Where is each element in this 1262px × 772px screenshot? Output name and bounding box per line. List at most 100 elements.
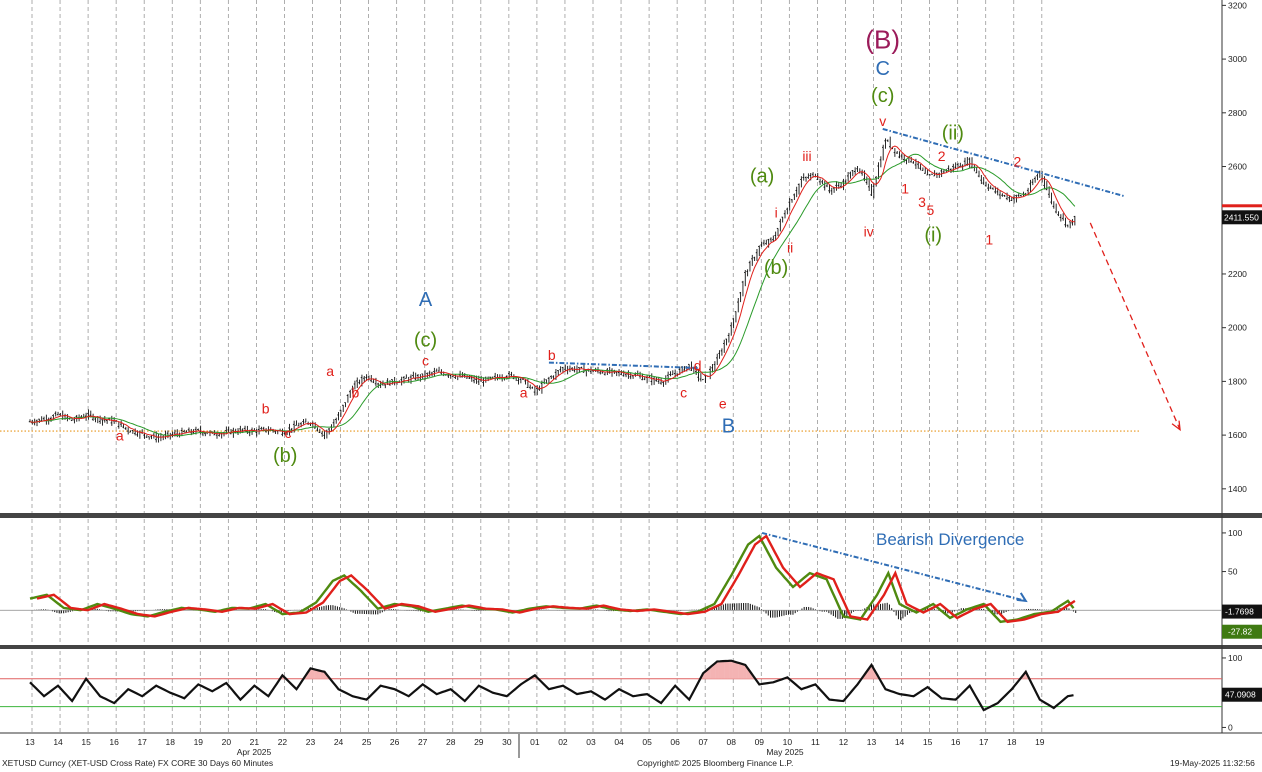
rsi-value-badge: [1222, 687, 1262, 702]
day-tick-label: 07: [698, 737, 708, 747]
wave-label: 3: [918, 194, 926, 210]
wave-label: e: [719, 395, 727, 411]
last-price-value: 2411.550: [1224, 212, 1259, 222]
rsi-line: [29, 659, 1074, 712]
osc-tick-label: 100: [1228, 528, 1242, 538]
day-tick-label: 12: [839, 737, 849, 747]
trendline: [1089, 222, 1181, 430]
wave-label: (B): [865, 24, 900, 54]
trendline: [548, 361, 698, 369]
moving-average-slow: [29, 153, 1076, 437]
day-tick-label: 17: [979, 737, 989, 747]
wave-label: A: [419, 289, 433, 311]
price-tick-label: 2800: [1228, 108, 1247, 118]
oscillator-main-line: [36, 534, 1076, 624]
osc-signal-text: -27.82: [1228, 627, 1252, 637]
wave-label: 5: [927, 202, 935, 218]
day-tick-label: 25: [362, 737, 372, 747]
day-tick-label: 06: [670, 737, 680, 747]
time-axis: 13 14 15 16 17 18 19 20 21 22 23 24 25 26 27 28 29 30 01 02…: [25, 734, 1045, 758]
wave-label: ii: [787, 239, 793, 255]
wave-label: 2: [1013, 154, 1021, 170]
rsi-value-text: 47.0908: [1225, 690, 1256, 700]
day-tick-label: 26: [390, 737, 400, 747]
price-tick-label: 1800: [1228, 376, 1247, 386]
price-tick-label: 1600: [1228, 430, 1247, 440]
wave-label: (b): [764, 257, 788, 279]
day-tick-label: 23: [306, 737, 316, 747]
wave-label: c: [422, 352, 429, 368]
wave-label: a: [326, 363, 334, 379]
wave-label: b: [262, 401, 270, 417]
wave-label: iv: [864, 223, 874, 239]
wave-label: (c): [414, 329, 437, 351]
day-tick-label: 15: [923, 737, 933, 747]
day-tick-label: 22: [278, 737, 288, 747]
day-tick-label: 30: [502, 737, 512, 747]
osc-tick-label: 50: [1228, 567, 1238, 577]
value-axes: 1400160018002000220024002600280030003200…: [1222, 0, 1262, 732]
wave-label: a: [520, 385, 528, 401]
wave-label: (c): [871, 85, 894, 107]
day-tick-label: 18: [1007, 737, 1017, 747]
arrow-head: [1171, 420, 1181, 432]
wave-label: (ii): [942, 123, 964, 145]
day-tick-label: 16: [109, 737, 119, 747]
day-tick-label: 18: [166, 737, 176, 747]
day-tick-label: 16: [951, 737, 961, 747]
wave-label: d: [694, 358, 702, 374]
wave-label: C: [875, 58, 889, 80]
wave-label: (a): [750, 166, 774, 188]
price-panel: abc(b)abc(c)AabcdeB(a)i(b)iiiiiivv(c)C(B…: [0, 24, 1181, 467]
wave-label: iii: [802, 148, 811, 164]
divergence-line: [761, 531, 1027, 602]
wave-label: (i): [924, 225, 942, 247]
last-price-badge: [1222, 210, 1262, 225]
day-tick-label: 20: [222, 737, 232, 747]
price-tick-label: 1400: [1228, 484, 1247, 494]
osc-value-badge: [1222, 604, 1262, 619]
day-tick-label: 05: [642, 737, 652, 747]
price-tick-label: 3200: [1228, 0, 1247, 10]
rsi-tick-label: 100: [1228, 653, 1242, 663]
wave-label: i: [775, 205, 778, 221]
timestamp-text: 19-May-2025 11:32:56: [1170, 758, 1255, 768]
rsi-panel: [0, 659, 1222, 712]
day-tick-label: 11: [811, 737, 820, 747]
wave-label: b: [351, 385, 359, 401]
day-tick-label: 04: [614, 737, 624, 747]
price-tick-label: 2000: [1228, 323, 1247, 333]
copyright-text: Copyright© 2025 Bloomberg Finance L.P.: [637, 758, 794, 768]
oscillator-panel: Bearish Divergence: [0, 530, 1222, 624]
panel-divider: [0, 645, 1262, 649]
osc-value-text: -1.7698: [1225, 607, 1254, 617]
divergence-annotation: Bearish Divergence: [876, 530, 1024, 549]
day-tick-label: 15: [81, 737, 91, 747]
price-tick-label: 2200: [1228, 269, 1247, 279]
instrument-caption: XETUSD Curncy (XET-USD Cross Rate) FX CO…: [2, 758, 274, 768]
month-label: May 2025: [766, 747, 804, 757]
wave-label: 1: [985, 231, 993, 247]
wave-label: b: [548, 347, 556, 363]
day-tick-label: 28: [446, 737, 456, 747]
wave-label: c: [285, 425, 292, 441]
last-price-marker: [1222, 204, 1262, 208]
day-tick-label: 03: [586, 737, 596, 747]
day-tick-label: 13: [25, 737, 35, 747]
day-gridlines: [0, 0, 1262, 734]
day-tick-label: 01: [530, 737, 540, 747]
wave-label: a: [116, 427, 124, 443]
day-tick-label: 09: [755, 737, 765, 747]
panel-divider: [0, 513, 1262, 518]
divergence-arrowhead: [1016, 592, 1028, 603]
day-tick-label: 21: [250, 737, 260, 747]
wave-label: (b): [273, 445, 297, 467]
wave-label: B: [722, 415, 735, 437]
day-tick-label: 19: [194, 737, 204, 747]
price-tick-label: 2600: [1228, 162, 1247, 172]
day-tick-label: 19: [1035, 737, 1045, 747]
moving-average-fast: [29, 145, 1075, 438]
wave-label: 2: [938, 148, 946, 164]
wave-label: v: [879, 113, 886, 129]
day-tick-label: 14: [895, 737, 905, 747]
